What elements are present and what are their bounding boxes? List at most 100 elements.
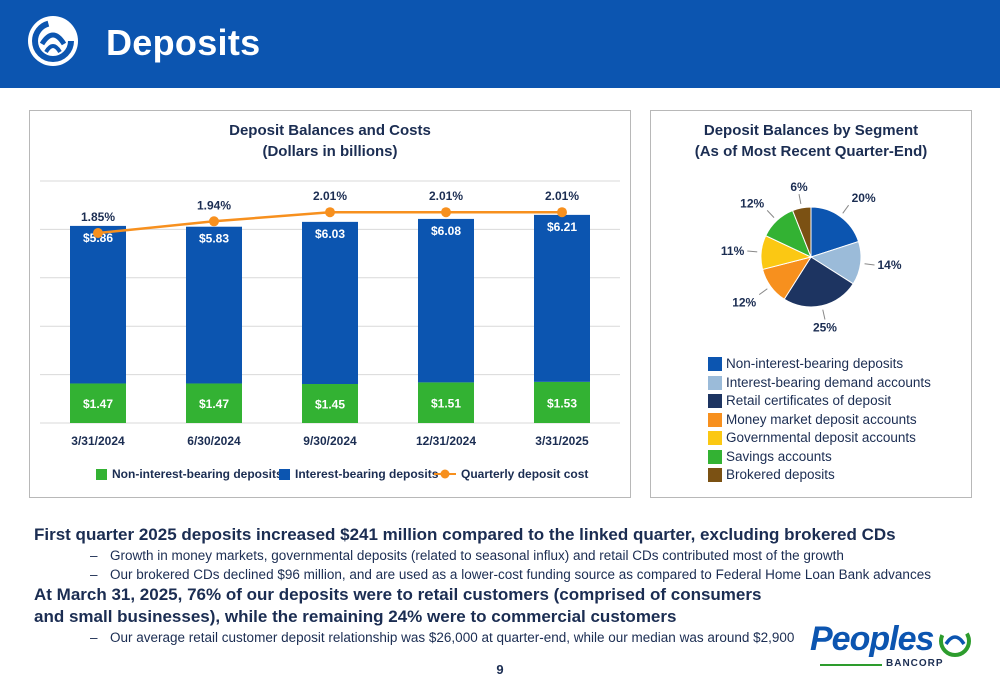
pie-chart-title: Deposit Balances by Segment xyxy=(703,122,919,139)
page-title: Deposits xyxy=(106,22,261,63)
bar-non-interest xyxy=(534,381,590,423)
bar-interest xyxy=(70,225,126,384)
bar-interest xyxy=(302,221,358,385)
pie-slice-label: 12% xyxy=(732,296,756,310)
company-emblem-icon xyxy=(28,16,78,66)
cost-point xyxy=(325,207,335,218)
bar-label-interest: $6.08 xyxy=(431,224,461,238)
legend-swatch xyxy=(708,468,722,482)
legend-label: Non-interest-bearing deposits xyxy=(726,356,904,371)
bar-chart-subtitle: (Dollars in billions) xyxy=(262,143,398,160)
pie-leader-line xyxy=(798,194,802,205)
deposit-balances-chart-panel: Deposit Balances and Costs (Dollars in b… xyxy=(29,110,631,498)
x-tick-label: 9/30/2024 xyxy=(303,434,357,448)
pie-slice-label: 6% xyxy=(790,180,808,194)
bar-label-interest: $6.03 xyxy=(315,227,345,241)
bar-label-non-interest: $1.45 xyxy=(315,398,345,412)
cost-label: 2.01% xyxy=(545,189,579,203)
legend-label: Non-interest-bearing deposits xyxy=(112,467,283,481)
deposit-segment-chart-panel: Deposit Balances by Segment (As of Most … xyxy=(650,110,972,498)
bar-label-non-interest: $1.47 xyxy=(199,397,229,411)
cost-point xyxy=(557,207,567,218)
legend-label: Savings accounts xyxy=(726,448,832,464)
legend-label: Interest-bearing deposits xyxy=(295,467,439,481)
x-tick-label: 12/31/2024 xyxy=(416,434,476,448)
bar-label-non-interest: $1.51 xyxy=(431,397,461,411)
pie-leader-line xyxy=(766,210,775,218)
cost-point xyxy=(93,228,103,238)
bullet-dash: – xyxy=(90,567,98,582)
cost-label: 2.01% xyxy=(313,189,347,203)
pie-slice-label: 25% xyxy=(813,320,837,334)
header-bar: Deposits xyxy=(0,0,1000,88)
pie-slice xyxy=(810,206,860,258)
brand-underline xyxy=(820,664,882,666)
pie-slice-label: 20% xyxy=(852,191,876,205)
bar-label-interest: $5.83 xyxy=(199,232,229,246)
bullet-dash: – xyxy=(90,630,98,645)
pie-chart-plot: 20% 14% 25% 12% 11% 12% 6% xyxy=(721,180,902,334)
pie-slice-label: 14% xyxy=(877,258,901,272)
bar-non-interest xyxy=(70,383,126,423)
x-tick-label: 3/31/2024 xyxy=(71,434,125,448)
legend-swatch xyxy=(279,469,290,480)
commentary-heading-2-line-2: and small businesses), while the remaini… xyxy=(34,607,677,626)
bar-label-non-interest: $1.47 xyxy=(83,397,113,411)
bar-chart-plot: $1.47$5.863/31/2024$1.47$5.836/30/2024$1… xyxy=(40,180,620,448)
commentary-heading-1: First quarter 2025 deposits increased $2… xyxy=(34,525,896,544)
commentary-heading-2-line-1: At March 31, 2025, 76% of our deposits w… xyxy=(34,585,762,604)
cost-label: 1.85% xyxy=(81,210,115,224)
brand-emblem-icon xyxy=(939,625,971,657)
brand-logo: Peoples BANCORP xyxy=(810,620,988,674)
x-tick-label: 3/31/2025 xyxy=(535,434,589,448)
commentary-bullet: – Growth in money markets, governmental d… xyxy=(34,546,994,565)
cost-label: 1.94% xyxy=(197,198,231,212)
commentary-bullet: – Our average retail customer deposit rel… xyxy=(34,628,994,647)
legend-label: Money market deposit accounts xyxy=(726,411,917,427)
pie-chart-subtitle: (As of Most Recent Quarter-End) xyxy=(694,143,928,160)
cost-point xyxy=(209,216,219,227)
cost-label: 2.01% xyxy=(429,189,463,203)
commentary-bullet: – Our brokered CDs declined $96 million, … xyxy=(34,565,994,584)
pie-leader-line xyxy=(747,250,758,253)
pie-leader-line xyxy=(864,263,875,266)
legend-label: Interest-bearing demand accounts xyxy=(726,374,931,390)
pie-leader-line xyxy=(758,288,768,296)
bar-label-non-interest: $1.53 xyxy=(547,396,577,410)
brand-wordmark: Peoples xyxy=(810,620,934,658)
legend-swatch xyxy=(708,412,722,427)
legend-swatch xyxy=(708,431,722,445)
bar-non-interest xyxy=(418,382,474,423)
bullet-dash: – xyxy=(90,548,98,563)
bar-chart-legend: Non-interest-bearing deposits Interest-b… xyxy=(30,466,630,482)
legend-swatch xyxy=(708,394,722,408)
legend-swatch xyxy=(708,357,722,371)
pie-leader-line xyxy=(822,309,826,320)
bar-non-interest xyxy=(186,383,242,423)
bar-interest xyxy=(418,218,474,383)
commentary: First quarter 2025 deposits increased $2… xyxy=(34,524,994,647)
bullet-text: Our average retail customer deposit rela… xyxy=(110,630,795,645)
page-number: 9 xyxy=(496,662,504,677)
legend-swatch xyxy=(96,469,107,480)
pie-slice xyxy=(783,256,854,308)
cost-point xyxy=(441,207,451,218)
bar-interest xyxy=(534,214,590,382)
bullet-text: Our brokered CDs declined $96 million, a… xyxy=(110,567,931,582)
bullet-text: Growth in money markets, governmental de… xyxy=(110,548,844,563)
bar-label-interest: $6.21 xyxy=(547,220,577,234)
legend-line-marker-icon xyxy=(434,469,456,479)
x-tick-label: 6/30/2024 xyxy=(187,434,241,448)
legend-label: Governmental deposit accounts xyxy=(726,430,916,445)
legend-label: Brokered deposits xyxy=(726,467,835,482)
pie-slice xyxy=(791,206,812,258)
pie-slice-label: 12% xyxy=(740,196,764,210)
legend-swatch xyxy=(708,375,722,390)
legend-label: Quarterly deposit cost xyxy=(461,467,589,481)
bar-interest xyxy=(186,226,242,384)
brand-subword: BANCORP xyxy=(886,658,944,669)
pie-leader-line xyxy=(842,204,850,214)
legend-label: Retail certificates of deposit xyxy=(726,393,892,408)
pie-slice-label: 11% xyxy=(721,244,745,258)
bar-non-interest xyxy=(302,384,358,423)
